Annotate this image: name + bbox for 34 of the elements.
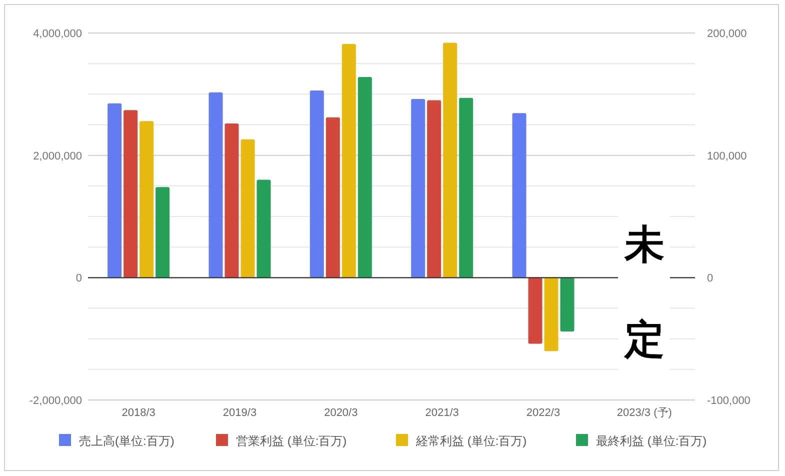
bar	[443, 42, 458, 278]
x-tick-label: 2022/3	[526, 407, 560, 419]
bar	[124, 110, 138, 278]
legend-label: 営業利益 (単位:百万)	[236, 434, 347, 448]
bar	[140, 121, 154, 278]
x-tick-label: 2021/3	[425, 407, 459, 419]
y-tick-label: -2,000,000	[29, 395, 82, 407]
y2-tick-label: 100,000	[707, 150, 747, 162]
bar	[156, 187, 170, 278]
legend-label: 経常利益 (単位:百万)	[415, 434, 527, 448]
y-tick-label: 2,000,000	[33, 150, 82, 162]
y2-tick-label: 0	[707, 272, 714, 285]
y-tick-label: 4,000,000	[33, 28, 82, 40]
bar	[240, 139, 255, 278]
bar	[224, 124, 239, 278]
bar	[544, 278, 558, 352]
legend-label: 最終利益 (単位:百万)	[596, 434, 707, 448]
x-tick-label: 2023/3 (予)	[616, 407, 672, 419]
legend-label: 売上高(単位:百万)	[79, 434, 174, 448]
bar	[256, 180, 271, 278]
text: 未定	[624, 222, 664, 362]
bar	[358, 77, 372, 278]
y2-tick-label: -100,000	[707, 395, 750, 407]
bar	[560, 278, 574, 332]
bar	[326, 117, 340, 278]
bar	[427, 100, 442, 278]
bar	[459, 98, 474, 278]
x-tick-label: 2020/3	[324, 407, 358, 419]
y2-tick-label: 200,000	[707, 28, 747, 40]
bar	[528, 278, 542, 344]
x-tick-label: 2019/3	[222, 407, 257, 419]
bar	[342, 44, 356, 278]
x-tick-label: 2018/3	[122, 407, 156, 419]
y-tick-label: 0	[76, 272, 82, 285]
